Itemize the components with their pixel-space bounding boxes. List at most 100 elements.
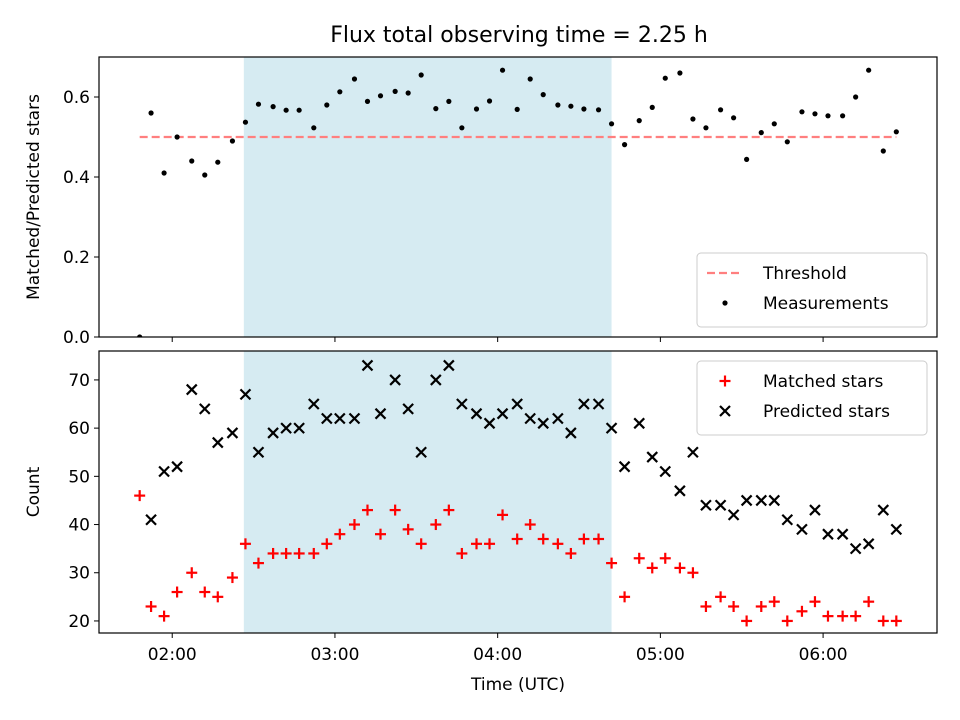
predicted-stars-point-b: [470, 407, 483, 420]
matched-stars-point: [321, 538, 333, 550]
count-panel: 20 30 40 50 60 70 02:00 03:00 04:00 05:00 06:00 Cou…: [24, 350, 938, 695]
measurement-point: [527, 76, 533, 82]
measurement-point: [636, 118, 642, 124]
matched-stars-point: [646, 562, 658, 574]
measurement-point: [392, 88, 398, 94]
measurement-point: [189, 158, 195, 164]
measurement-point: [771, 121, 777, 127]
predicted-stars-point: [374, 407, 387, 420]
matched-stars-point: [511, 533, 523, 545]
predicted-stars-point: [849, 542, 862, 555]
measurement-point: [337, 89, 343, 95]
measurement-point: [459, 125, 465, 131]
count-legend-box: [696, 360, 928, 436]
matched-stars-point: [619, 591, 631, 603]
predicted-stars-point-b: [836, 528, 849, 540]
predicted-stars-point: [592, 398, 605, 410]
count-ylabel: Count: [24, 466, 44, 517]
predicted-stars-point-b: [308, 398, 320, 410]
measurement-point: [161, 170, 167, 176]
predicted-stars-point-b: [226, 427, 239, 439]
predicted-stars-point-b: [402, 403, 414, 415]
measurement-point: [270, 104, 276, 110]
measurement-point: [853, 94, 859, 100]
matched-stars-point: [443, 504, 455, 516]
legend-label-measurements: Measurements: [763, 294, 889, 314]
matched-stars-point: [415, 538, 427, 550]
predicted-stars-point: [267, 427, 279, 439]
predicted-stars-point: [158, 465, 170, 478]
predicted-stars-point-b: [389, 374, 401, 386]
measurement-point: [703, 125, 709, 131]
predicted-stars-point-b: [674, 485, 686, 497]
measurement-point: [499, 67, 506, 73]
count-ytick-label: 30: [68, 564, 90, 584]
predicted-stars-point: [456, 398, 468, 410]
predicted-stars-point-b: [511, 398, 523, 410]
measurement-point: [229, 138, 236, 144]
predicted-stars-point-b: [171, 460, 183, 473]
predicted-stars-point: [809, 504, 821, 516]
predicted-stars-point: [727, 509, 740, 521]
predicted-stars-point: [185, 383, 198, 396]
matched-stars-point: [199, 586, 211, 598]
predicted-stars-point: [714, 499, 727, 512]
matched-stars-point: [822, 610, 834, 622]
predicted-stars-point: [524, 412, 536, 425]
predicted-stars-point: [239, 388, 252, 401]
legend-matched-swatch: [719, 375, 731, 387]
predicted-stars-point: [308, 398, 320, 410]
matched-stars-point: [674, 562, 686, 574]
matched-stars-point: [565, 547, 577, 559]
predicted-stars-point: [430, 374, 442, 386]
predicted-stars-point-b: [727, 509, 740, 521]
measurement-point: [283, 107, 289, 113]
measurement-point: [324, 102, 330, 108]
predicted-stars-point: [890, 523, 903, 536]
matched-stars-point: [267, 547, 279, 559]
measurement-point: [880, 148, 886, 154]
ratio-axes-frame: [98, 56, 938, 338]
measurement-point: [242, 119, 249, 125]
matched-stars-point: [633, 552, 645, 564]
matched-stars-point: [578, 533, 590, 545]
measurement-point: [418, 72, 424, 78]
predicted-stars-point: [415, 446, 427, 459]
predicted-stars-point-b: [537, 417, 549, 430]
ratio-ytick-label: 0.4: [63, 168, 90, 188]
matched-stars-point: [334, 528, 346, 540]
predicted-stars-point: [552, 412, 564, 425]
predicted-stars-point: [605, 422, 618, 434]
matched-stars-point: [402, 523, 414, 535]
measurement-point: [174, 134, 180, 140]
count-xtick-label: 04:00: [473, 645, 522, 665]
measurement-point: [608, 121, 615, 127]
measurement-point: [812, 111, 818, 117]
ratio-ytick-label: 0.2: [63, 248, 90, 268]
measurement-point: [405, 90, 411, 96]
measurement-point: [446, 98, 452, 104]
measurement-point: [555, 102, 561, 108]
predicted-stars-point-b: [646, 451, 659, 463]
ratio-observing-band: [243, 57, 612, 337]
measurement-point: [840, 113, 846, 119]
predicted-stars-point: [618, 460, 631, 473]
matched-stars-point: [687, 567, 699, 579]
matched-stars-point: [471, 538, 483, 550]
matched-stars-point: [755, 600, 767, 612]
matched-stars-point: [239, 538, 251, 550]
predicted-stars-point: [633, 417, 646, 430]
legend-label-matched-stars: Matched stars: [763, 372, 883, 392]
matched-stars-point: [552, 538, 564, 550]
predicted-stars-point: [687, 446, 699, 459]
measurement-point: [690, 116, 696, 122]
matched-stars-point: [659, 552, 671, 564]
predicted-stars-point-b: [605, 422, 618, 434]
predicted-stars-point: [740, 494, 753, 507]
predicted-stars-point: [389, 374, 401, 386]
count-observing-band: [243, 351, 612, 633]
count-xtick-label: 05:00: [636, 645, 685, 665]
predicted-stars-point-b: [280, 422, 292, 434]
count-ytick-label: 50: [68, 467, 90, 487]
